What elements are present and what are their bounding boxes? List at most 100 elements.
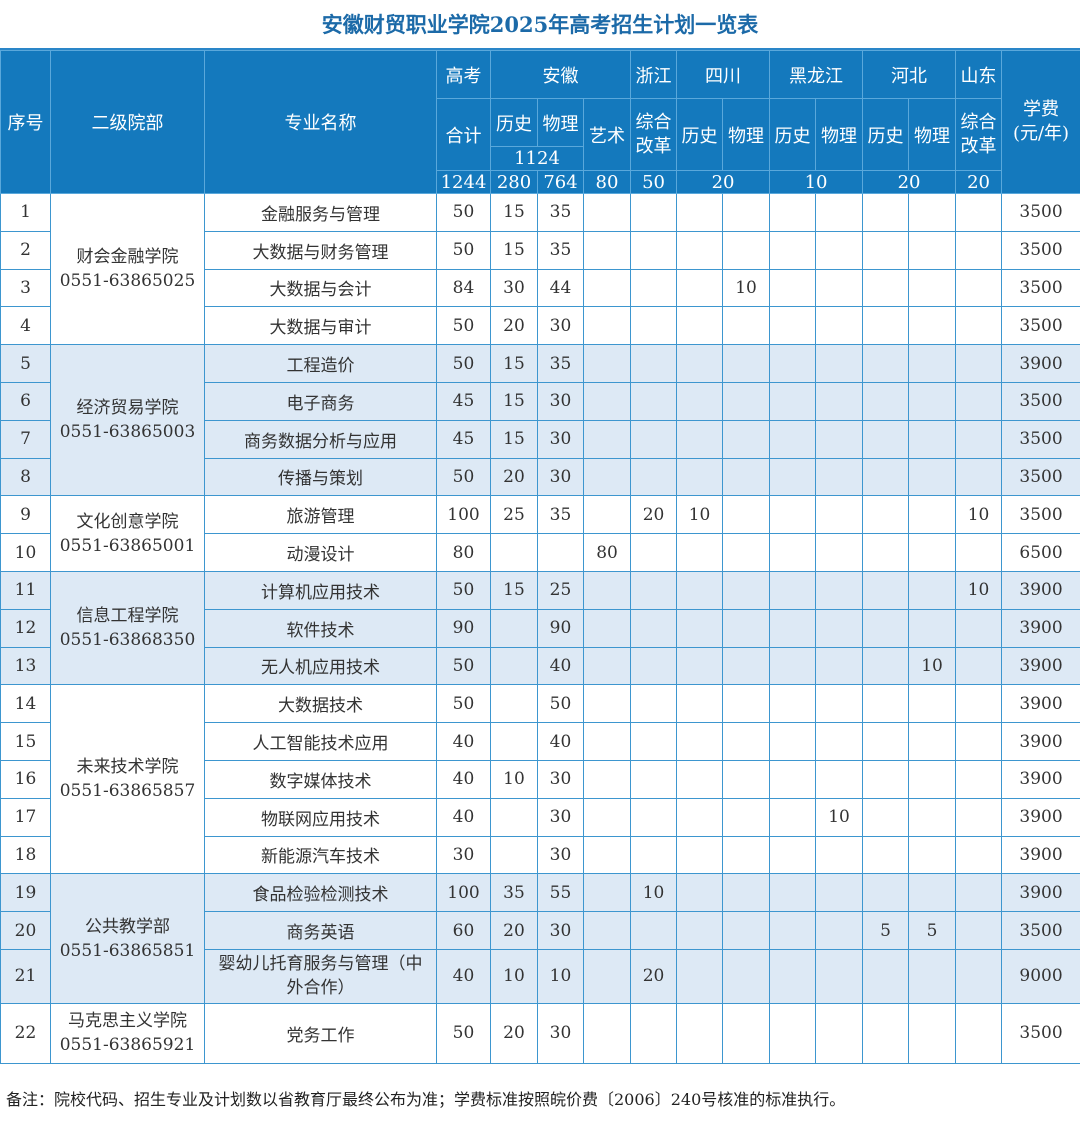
cell-anhui-physics: 40 (538, 647, 584, 685)
cell-major: 大数据与审计 (205, 307, 437, 345)
cell-shandong (956, 534, 1002, 572)
header-gaokao: 高考 (437, 51, 491, 99)
cell-shandong (956, 458, 1002, 496)
cell-hlj-physics (816, 496, 863, 534)
cell-tuition: 3500 (1002, 231, 1080, 269)
cell-anhui-art (584, 874, 631, 912)
cell-seq: 13 (1, 647, 51, 685)
cell-tuition: 3900 (1002, 760, 1080, 798)
header-major: 专业名称 (205, 51, 437, 194)
cell-hebei-history (863, 458, 909, 496)
cell-tuition: 3500 (1002, 420, 1080, 458)
cell-tuition: 3900 (1002, 836, 1080, 874)
cell-hebei-history (863, 571, 909, 609)
cell-hlj-history (770, 836, 816, 874)
header-anhui: 安徽 (491, 51, 631, 99)
college-phone: 0551-63868350 (60, 630, 196, 650)
cell-sichuan-history (677, 420, 723, 458)
college-phone: 0551-63865001 (60, 536, 196, 556)
cell-hebei-history (863, 798, 909, 836)
header-anhui-history: 历史 (491, 99, 538, 147)
cell-anhui-physics: 30 (538, 1003, 584, 1063)
cell-anhui-history: 15 (491, 345, 538, 383)
cell-tuition: 3900 (1002, 609, 1080, 647)
cell-anhui-art (584, 836, 631, 874)
cell-hlj-physics (816, 760, 863, 798)
cell-seq: 1 (1, 194, 51, 232)
cell-sichuan-physics (723, 912, 770, 950)
cell-total: 60 (437, 912, 491, 950)
cell-shandong (956, 609, 1002, 647)
cell-zhejiang (631, 231, 677, 269)
cell-anhui-art (584, 571, 631, 609)
cell-anhui-physics: 10 (538, 949, 584, 1003)
cell-total: 80 (437, 534, 491, 572)
cell-sichuan-history (677, 458, 723, 496)
cell-hlj-history (770, 382, 816, 420)
cell-sichuan-history (677, 194, 723, 232)
cell-hlj-history (770, 269, 816, 307)
cell-anhui-history: 20 (491, 307, 538, 345)
cell-anhui-history (491, 609, 538, 647)
cell-shandong: 10 (956, 496, 1002, 534)
header-college: 二级院部 (51, 51, 205, 194)
cell-shandong (956, 685, 1002, 723)
header-hlj-history: 历史 (770, 99, 816, 171)
college-phone: 0551-63865025 (60, 271, 196, 291)
cell-total: 50 (437, 685, 491, 723)
cell-total: 50 (437, 1003, 491, 1063)
cell-major: 大数据与会计 (205, 269, 437, 307)
cell-sichuan-history (677, 760, 723, 798)
cell-total: 40 (437, 723, 491, 761)
college-name: 经济贸易学院 (77, 398, 179, 418)
cell-anhui-history: 25 (491, 496, 538, 534)
cell-total: 50 (437, 571, 491, 609)
cell-zhejiang (631, 647, 677, 685)
cell-hebei-physics (909, 723, 956, 761)
cell-hlj-history (770, 231, 816, 269)
cell-seq: 22 (1, 1003, 51, 1063)
header-zhejiang-total: 50 (631, 171, 677, 194)
cell-anhui-art (584, 798, 631, 836)
cell-hebei-physics (909, 345, 956, 383)
cell-zhejiang (631, 194, 677, 232)
cell-sichuan-history (677, 647, 723, 685)
header-anhui-art-total: 80 (584, 171, 631, 194)
header-zhejiang-comprehensive: 综合改革 (631, 99, 677, 171)
cell-zhejiang: 20 (631, 496, 677, 534)
cell-hlj-history (770, 949, 816, 1003)
college-name: 马克思主义学院 (68, 1011, 187, 1031)
cell-sichuan-physics (723, 949, 770, 1003)
cell-hebei-history (863, 269, 909, 307)
cell-anhui-art (584, 760, 631, 798)
cell-seq: 14 (1, 685, 51, 723)
cell-sichuan-physics (723, 496, 770, 534)
header-anhui-hp-total: 1124 (491, 147, 584, 171)
cell-shandong (956, 382, 1002, 420)
cell-zhejiang (631, 685, 677, 723)
cell-anhui-history: 10 (491, 949, 538, 1003)
cell-total: 30 (437, 836, 491, 874)
cell-anhui-history: 10 (491, 760, 538, 798)
header-shandong: 山东 (956, 51, 1002, 99)
cell-major: 党务工作 (205, 1003, 437, 1063)
header-sichuan-history: 历史 (677, 99, 723, 171)
cell-hebei-physics (909, 874, 956, 912)
cell-hebei-history (863, 609, 909, 647)
cell-anhui-art (584, 949, 631, 1003)
cell-seq: 18 (1, 836, 51, 874)
cell-major: 工程造价 (205, 345, 437, 383)
cell-sichuan-history (677, 912, 723, 950)
header-hebei-history: 历史 (863, 99, 909, 171)
cell-zhejiang (631, 458, 677, 496)
cell-seq: 17 (1, 798, 51, 836)
cell-major: 食品检验检测技术 (205, 874, 437, 912)
cell-total: 50 (437, 231, 491, 269)
cell-sichuan-physics (723, 685, 770, 723)
header-hlj-physics: 物理 (816, 99, 863, 171)
cell-shandong (956, 269, 1002, 307)
cell-hlj-physics (816, 345, 863, 383)
cell-hebei-physics (909, 534, 956, 572)
